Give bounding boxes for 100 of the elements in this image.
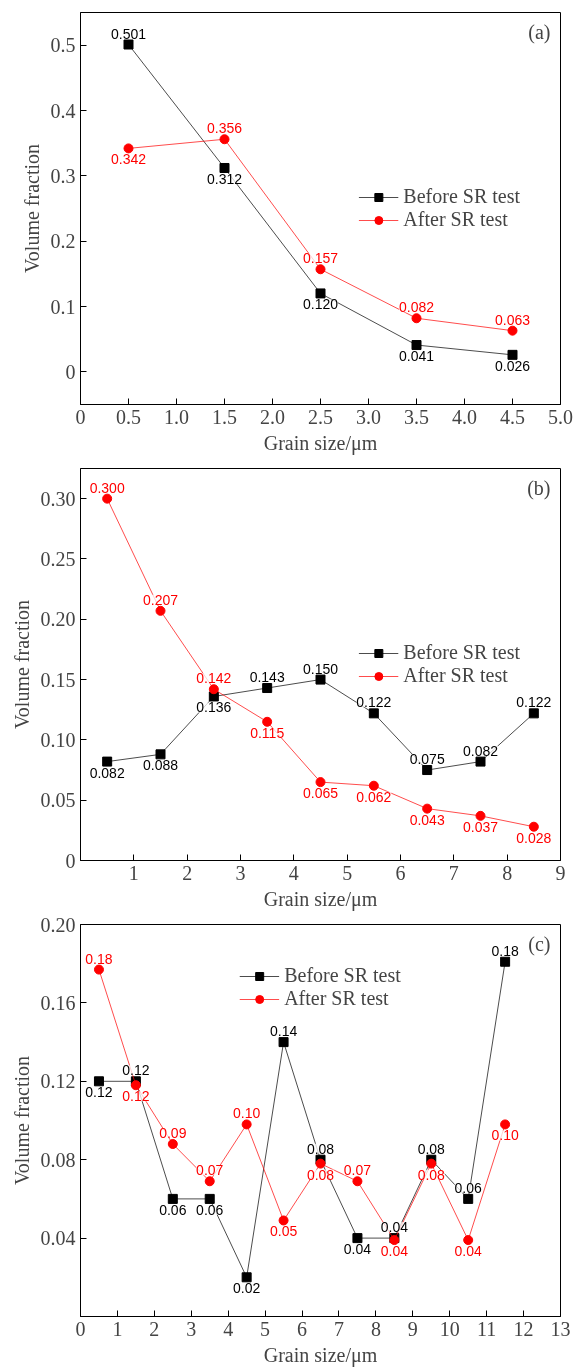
- data-label: 0.088: [142, 757, 179, 774]
- x-axis-title: Grain size/μm: [263, 431, 378, 455]
- data-label: 0.043: [409, 811, 445, 828]
- x-tick-label: 12: [513, 1317, 534, 1340]
- x-tick-label: 9: [407, 1317, 418, 1340]
- x-tick-label: 4: [288, 861, 299, 884]
- data-label: 0.063: [494, 311, 531, 328]
- legend-label: Before SR test: [403, 185, 520, 208]
- annotation: (c): [528, 932, 551, 956]
- data-label: 0.037: [462, 818, 499, 835]
- x-tick-label: 1.5: [212, 405, 237, 428]
- legend-label: Before SR test: [403, 641, 520, 664]
- x-tick-label: 3: [235, 861, 246, 884]
- x-tick-label: 8: [502, 861, 513, 884]
- data-label: 0.082: [462, 742, 499, 759]
- x-tick-label: 11: [477, 1317, 497, 1340]
- x-tick-label: 13: [550, 1317, 571, 1340]
- x-tick-label: 2.0: [260, 405, 285, 428]
- y-axis-title: Volume fraction: [20, 143, 43, 274]
- data-label: 0.14: [269, 1023, 298, 1040]
- data-label: 0.08: [306, 1166, 335, 1183]
- data-label: 0.026: [494, 357, 531, 374]
- data-label: 0.10: [491, 1127, 519, 1144]
- data-label: 0.12: [122, 1062, 150, 1079]
- data-label: 0.115: [250, 724, 285, 741]
- data-label: 0.06: [159, 1201, 187, 1218]
- y-tick-label: 0: [65, 360, 76, 383]
- x-tick-label: 2: [182, 861, 193, 884]
- x-tick-label: 3: [186, 1317, 197, 1340]
- data-label: 0.10: [233, 1105, 261, 1122]
- x-tick-label: 0.5: [116, 405, 141, 428]
- y-tick-label: 0.12: [40, 1070, 76, 1093]
- y-tick-label: 0.1: [50, 295, 76, 318]
- y-tick-label: 0.25: [40, 547, 76, 570]
- x-tick-label: 9: [555, 861, 566, 884]
- y-tick-label: 0.30: [40, 487, 76, 510]
- data-label: 0.08: [417, 1166, 446, 1183]
- data-label: 0.12: [122, 1088, 150, 1105]
- x-tick-label: 2: [149, 1317, 160, 1340]
- data-label: 0.041: [398, 348, 435, 365]
- data-label: 0.08: [306, 1140, 335, 1157]
- x-tick-label: 5: [260, 1317, 271, 1340]
- y-axis-title: Volume fraction: [10, 1055, 33, 1186]
- data-label: 0.12: [85, 1084, 113, 1101]
- data-label: 0.136: [196, 699, 232, 716]
- data-label: 0.082: [398, 299, 435, 316]
- x-tick-label: 5: [342, 861, 353, 884]
- y-tick-label: 0.20: [40, 608, 76, 631]
- data-label: 0.07: [343, 1162, 372, 1179]
- y-tick-label: 0.20: [40, 913, 76, 936]
- annotation: (b): [527, 476, 551, 500]
- x-tick-label: 3.5: [404, 405, 429, 428]
- data-label: 0.120: [302, 296, 339, 313]
- x-tick-label: 4.0: [452, 405, 477, 428]
- data-label: 0.312: [206, 170, 243, 187]
- y-tick-label: 0.5: [50, 34, 76, 57]
- data-label: 0.028: [516, 829, 552, 846]
- x-tick-label: 6: [297, 1317, 308, 1340]
- x-tick-label: 1: [112, 1317, 123, 1340]
- y-tick-label: 0.10: [40, 728, 76, 751]
- x-tick-label: 3.0: [356, 405, 381, 428]
- legend-label: After SR test: [284, 987, 389, 1010]
- data-label: 0.05: [269, 1223, 298, 1240]
- data-label: 0.143: [249, 669, 285, 686]
- y-tick-label: 0.04: [40, 1227, 76, 1250]
- data-label: 0.062: [356, 788, 392, 805]
- y-tick-label: 0.3: [50, 164, 76, 187]
- x-tick-label: 7: [333, 1317, 344, 1340]
- data-label: 0.04: [380, 1219, 409, 1236]
- data-label: 0.18: [85, 950, 113, 967]
- data-label: 0.150: [302, 660, 339, 677]
- data-label: 0.18: [491, 942, 519, 959]
- data-label: 0.142: [196, 670, 232, 687]
- x-tick-label: 4: [223, 1317, 234, 1340]
- x-tick-label: 8: [370, 1317, 381, 1340]
- legend-label: After SR test: [403, 664, 508, 687]
- x-tick-label: 10: [439, 1317, 460, 1340]
- legend-label: After SR test: [403, 208, 508, 231]
- data-label: 0.04: [380, 1243, 409, 1260]
- x-tick-label: 2.5: [308, 405, 333, 428]
- data-label: 0.065: [302, 785, 339, 802]
- data-label: 0.157: [302, 250, 339, 267]
- y-tick-label: 0.4: [50, 99, 76, 122]
- data-label: 0.300: [89, 479, 125, 496]
- data-label: 0.04: [343, 1241, 372, 1258]
- data-label: 0.122: [516, 694, 552, 711]
- data-label: 0.342: [110, 151, 147, 168]
- x-tick-label: 5.0: [548, 405, 573, 428]
- y-tick-label: 0.16: [40, 991, 76, 1014]
- y-tick-label: 0.15: [40, 668, 76, 691]
- data-label: 0.207: [142, 591, 179, 608]
- x-axis-title: Grain size/μm: [263, 1343, 378, 1367]
- x-tick-label: 6: [395, 861, 406, 884]
- data-label: 0.09: [159, 1125, 187, 1142]
- y-tick-label: 0.2: [50, 230, 76, 253]
- data-label: 0.122: [356, 694, 392, 711]
- x-axis-title: Grain size/μm: [263, 887, 378, 911]
- legend-label: Before SR test: [284, 964, 401, 987]
- data-label: 0.06: [454, 1179, 483, 1196]
- data-label: 0.04: [454, 1243, 483, 1260]
